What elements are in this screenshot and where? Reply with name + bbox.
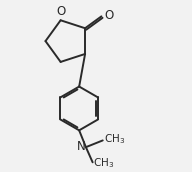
Text: CH$_3$: CH$_3$ <box>103 133 125 147</box>
Text: CH$_3$: CH$_3$ <box>94 156 115 170</box>
Text: O: O <box>104 9 114 22</box>
Text: O: O <box>57 5 66 18</box>
Text: N: N <box>77 140 85 153</box>
